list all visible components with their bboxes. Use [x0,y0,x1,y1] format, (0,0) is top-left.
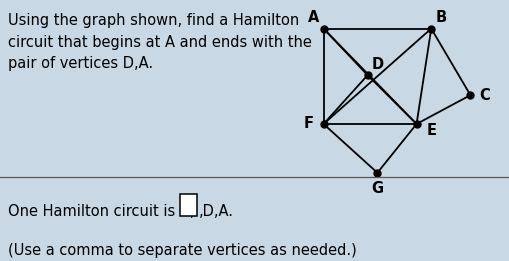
Text: ,D,A.: ,D,A. [199,204,234,218]
Text: G: G [371,181,383,196]
FancyBboxPatch shape [180,194,197,216]
Text: E: E [426,123,435,138]
Text: F: F [303,116,313,132]
Text: One Hamilton circuit is A,: One Hamilton circuit is A, [8,204,194,218]
Text: C: C [479,88,490,103]
Text: (Use a comma to separate vertices as needed.): (Use a comma to separate vertices as nee… [8,243,356,258]
Text: D: D [371,57,383,72]
Text: Using the graph shown, find a Hamilton
circuit that begins at A and ends with th: Using the graph shown, find a Hamilton c… [8,13,311,71]
Text: A: A [307,10,319,25]
Text: B: B [435,10,446,25]
